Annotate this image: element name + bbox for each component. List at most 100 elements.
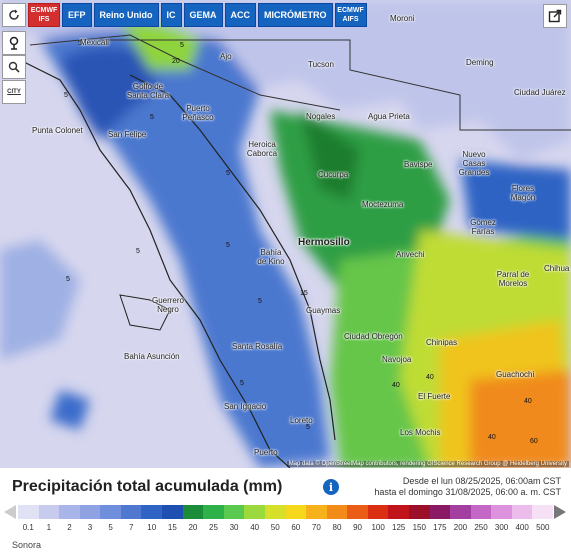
precipitation-map[interactable]: ECMWF IFS EFP Reino Unido IC GEMA ACC MI… xyxy=(0,0,571,468)
tab-efp[interactable]: EFP xyxy=(62,3,92,27)
legend-tick-label: 300 xyxy=(494,523,509,532)
city-label[interactable]: Parral de Morelos xyxy=(496,270,530,288)
city-label[interactable]: Bahía Asunción xyxy=(124,352,180,361)
tab-acc[interactable]: ACC xyxy=(224,3,257,27)
date-to: hasta el domingo 31/08/2025, 06:00 a. m.… xyxy=(374,487,561,497)
city-label[interactable]: Arivechi xyxy=(396,250,425,259)
legend-swatch xyxy=(347,505,368,519)
city-label[interactable]: Bahía de Kino xyxy=(257,248,285,266)
contour-label: 5 xyxy=(258,298,262,305)
region-label: Sonora xyxy=(12,540,42,550)
city-toggle-button[interactable]: CITY xyxy=(2,80,26,104)
legend-swatch xyxy=(38,505,60,519)
tab-ecmwf-ifs[interactable]: ECMWF IFS xyxy=(28,3,60,27)
legend-tick-label: 500 xyxy=(536,523,550,532)
city-label[interactable]: Guaymas xyxy=(306,306,341,315)
info-icon[interactable]: i xyxy=(323,479,339,495)
tab-ecmwf-aifs[interactable]: ECMWF AIFS xyxy=(334,3,367,27)
legend-swatch xyxy=(162,505,183,519)
city-label[interactable]: Loreto xyxy=(290,416,313,425)
contour-label: 40 xyxy=(488,434,496,441)
legend-swatch xyxy=(120,505,142,519)
legend-swatch xyxy=(532,505,554,519)
city-label[interactable]: Chihua xyxy=(544,264,570,273)
city-label[interactable]: Agua Prieta xyxy=(368,112,410,121)
city-label[interactable]: Ciudad Obregón xyxy=(344,332,403,341)
legend-swatch xyxy=(450,505,471,519)
city-label[interactable]: Guerrero Negro xyxy=(151,296,184,314)
city-label[interactable]: Gómez Farías xyxy=(470,218,496,236)
legend-tick-label: 7 xyxy=(128,523,134,532)
city-label[interactable]: Puerto Peñasco xyxy=(182,104,214,122)
city-label[interactable]: Flores Magón xyxy=(510,184,536,202)
city-label[interactable]: Golfo de Santa Clara xyxy=(126,82,170,100)
legend-swatch xyxy=(203,505,224,519)
legend-tick-label: 70 xyxy=(311,523,321,532)
legend-swatch xyxy=(491,505,512,519)
city-label[interactable]: Ajo xyxy=(220,52,232,61)
date-range: Desde el lun 08/25/2025, 06:00am CST has… xyxy=(374,476,561,498)
legend-tick-label: 3 xyxy=(87,523,93,532)
contour-label: 40 xyxy=(524,398,532,405)
legend-tick-label: 50 xyxy=(270,523,280,532)
contour-label: 5 xyxy=(240,380,244,387)
legend-swatch xyxy=(388,505,409,519)
legend-tick-label: 15 xyxy=(167,523,177,532)
contour-label: 40 xyxy=(426,374,434,381)
city-label[interactable]: San Felipe xyxy=(108,130,147,139)
city-label[interactable]: Puerto xyxy=(254,448,278,457)
city-label[interactable]: Moctezuma xyxy=(362,200,404,209)
city-label-hermosillo[interactable]: Hermosillo xyxy=(298,237,350,248)
tab-ic[interactable]: IC xyxy=(160,3,182,27)
city-label[interactable]: Nogales xyxy=(306,112,336,121)
city-label[interactable]: Ciudad Juárez xyxy=(514,88,566,97)
city-label[interactable]: Santa Rosalía xyxy=(232,342,283,351)
legend-tick-label: 400 xyxy=(515,523,529,532)
city-label[interactable]: Mexicali xyxy=(80,38,109,47)
city-label[interactable]: El Fuerte xyxy=(418,392,451,401)
legend-tick-label: 150 xyxy=(412,523,426,532)
legend-swatch xyxy=(326,505,348,519)
city-label[interactable]: Los Mochis xyxy=(400,428,441,437)
city-label[interactable]: Deming xyxy=(466,58,494,67)
legend-swatch xyxy=(18,505,39,519)
contour-label: 20 xyxy=(172,58,180,65)
legend-swatch xyxy=(429,505,451,519)
refresh-icon[interactable] xyxy=(2,3,26,27)
city-label[interactable]: Cucurpa xyxy=(318,170,349,179)
date-from: Desde el lun 08/25/2025, 06:00am CST xyxy=(402,476,561,486)
legend-tick-label: 200 xyxy=(453,523,468,532)
city-label[interactable]: Bavispe xyxy=(404,160,433,169)
tab-micrometro[interactable]: MICRÓMETRO xyxy=(258,3,333,27)
contour-label: 60 xyxy=(530,438,538,445)
city-label[interactable]: Guachochi xyxy=(496,370,535,379)
city-label[interactable]: Moroni xyxy=(390,14,415,23)
tab-gema[interactable]: GEMA xyxy=(183,3,223,27)
city-label[interactable]: San Ignacio xyxy=(224,402,267,411)
legend-tick-label: 60 xyxy=(291,523,301,532)
legend-tick-label: 100 xyxy=(371,523,385,532)
city-label[interactable]: Tucson xyxy=(308,60,334,69)
legend-tick-label: 90 xyxy=(353,523,362,532)
city-label[interactable]: Chinipas xyxy=(426,338,458,347)
city-label[interactable]: Heroica Caborca xyxy=(246,140,278,158)
share-icon[interactable] xyxy=(543,4,567,28)
legend-swatch xyxy=(367,505,389,519)
zoom-icon[interactable] xyxy=(2,55,26,79)
contour-label: 5 xyxy=(64,92,68,99)
legend-swatch xyxy=(182,505,204,519)
location-pin-icon[interactable] xyxy=(2,31,26,55)
tab-reino-unido[interactable]: Reino Unido xyxy=(93,3,159,27)
legend-tick-label: 2 xyxy=(67,523,72,532)
legend-swatch xyxy=(79,505,101,519)
legend-title: Precipitación total acumulada (mm) xyxy=(12,478,283,495)
map-attribution: Map data © OpenStreetMap contributors, r… xyxy=(286,461,569,467)
legend-tick-labels: 0.1 1 2 3 5 7 10 15 20 25 30 40 50 60 70 80 90 100 125 150 1… xyxy=(18,523,553,532)
legend-tick-label: 20 xyxy=(188,523,198,532)
city-label[interactable]: Nuevo Casas Grandes xyxy=(458,150,490,177)
legend-tick-label: 80 xyxy=(332,523,342,532)
contour-label: 5 xyxy=(180,42,184,49)
city-label[interactable]: Navojoa xyxy=(382,355,412,364)
legend-tick-label: 0.1 xyxy=(22,523,34,532)
city-label[interactable]: Punta Colonet xyxy=(32,126,83,135)
